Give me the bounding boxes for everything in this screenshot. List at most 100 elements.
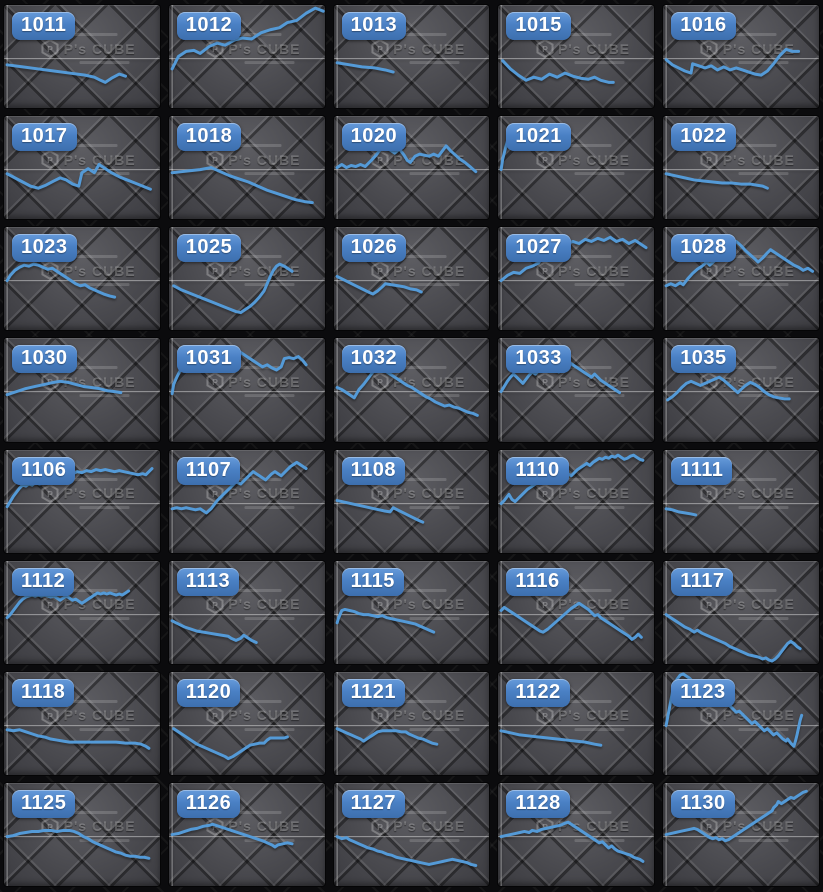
trend-line — [666, 791, 806, 841]
chart-cell[interactable]: 1013 P P's CUBE — [333, 5, 490, 109]
sparkline-chart — [663, 450, 819, 553]
sparkline-chart — [169, 672, 325, 775]
sparkline-chart — [169, 783, 325, 886]
sparkline-chart — [498, 672, 654, 775]
chart-id-badge: 1106 — [12, 456, 76, 485]
chart-cell[interactable]: 1031 P P's CUBE — [168, 338, 325, 442]
trend-line — [7, 165, 150, 190]
chart-id-badge: 1017 — [12, 123, 77, 152]
chart-cell[interactable]: 1022 P P's CUBE — [663, 116, 819, 220]
trend-line — [666, 614, 800, 660]
chart-cell[interactable]: 1121 P P's CUBE — [333, 671, 490, 775]
chart-cell[interactable]: 1030 P P's CUBE — [4, 338, 160, 442]
chart-cell[interactable]: 1021 P P's CUBE — [498, 116, 655, 220]
chart-cell[interactable]: 1127 P P's CUBE — [333, 782, 490, 886]
chart-id-badge: 1117 — [671, 567, 734, 596]
chart-id-badge: 1123 — [671, 678, 735, 707]
trend-line — [666, 174, 767, 188]
chart-cell[interactable]: 1116 P P's CUBE — [498, 560, 655, 664]
chart-id-badge: 1035 — [671, 345, 736, 374]
chart-cell[interactable]: 1108 P P's CUBE — [333, 449, 490, 553]
trend-line — [337, 728, 437, 743]
chart-cell[interactable]: 1118 P P's CUBE — [4, 671, 160, 775]
chart-id-badge: 1031 — [176, 345, 242, 374]
sparkline-chart — [498, 450, 654, 553]
chart-cell[interactable]: 1110 P P's CUBE — [498, 449, 655, 553]
chart-id-badge: 1012 — [176, 12, 242, 40]
chart-cell[interactable]: 1017 P P's CUBE — [4, 116, 160, 220]
chart-cell[interactable]: 1035 P P's CUBE — [663, 338, 819, 442]
chart-id-badge: 1027 — [506, 234, 571, 263]
chart-id-badge: 1011 — [12, 12, 76, 40]
sparkline-chart — [334, 672, 490, 775]
trend-line — [337, 837, 476, 866]
chart-id-badge: 1126 — [176, 789, 241, 818]
trend-line — [502, 731, 602, 745]
trend-line — [337, 63, 393, 72]
chart-cell[interactable]: 1027 P P's CUBE — [498, 227, 655, 331]
chart-cell[interactable]: 1023 P P's CUBE — [4, 227, 160, 331]
chart-cell[interactable]: 1025 P P's CUBE — [168, 227, 325, 331]
trend-line — [7, 264, 114, 297]
chart-cell[interactable]: 1033 P P's CUBE — [498, 338, 655, 442]
trend-line — [503, 61, 614, 83]
sparkline-chart — [498, 561, 654, 664]
chart-id-badge: 1118 — [12, 678, 75, 707]
sparkline-chart — [334, 450, 490, 553]
chart-cell[interactable]: 1130 P P's CUBE — [663, 782, 819, 886]
chart-id-badge: 1125 — [12, 789, 76, 818]
trend-line — [172, 824, 292, 847]
chart-cell[interactable]: 1012 P P's CUBE — [168, 5, 325, 109]
sparkline-chart — [663, 227, 819, 330]
chart-cell[interactable]: 1125 P P's CUBE — [4, 782, 160, 886]
sparkline-chart — [334, 5, 490, 108]
trend-line — [7, 730, 149, 749]
chart-cell[interactable]: 1020 P P's CUBE — [333, 116, 490, 220]
chart-cell[interactable]: 1011 P P's CUBE — [4, 5, 160, 109]
chart-cell[interactable]: 1016 P P's CUBE — [663, 5, 819, 109]
chart-cell[interactable]: 1126 P P's CUBE — [168, 782, 325, 886]
sparkline-chart — [498, 5, 654, 108]
chart-cell[interactable]: 1120 P P's CUBE — [168, 671, 325, 775]
trend-line — [502, 822, 644, 861]
trend-line — [666, 242, 812, 286]
chart-id-badge: 1023 — [12, 234, 77, 263]
sparkline-chart — [4, 561, 160, 664]
chart-cell[interactable]: 1107 P P's CUBE — [168, 449, 325, 553]
chart-cell[interactable]: 1112 P P's CUBE — [4, 560, 160, 664]
chart-cell[interactable]: 1117 P P's CUBE — [663, 560, 819, 664]
chart-id-badge: 1127 — [341, 789, 405, 818]
chart-id-badge: 1028 — [671, 234, 736, 263]
sparkline-chart — [4, 783, 160, 886]
sparkline-chart — [4, 227, 160, 330]
chart-id-badge: 1016 — [671, 12, 736, 40]
chart-id-badge: 1122 — [506, 678, 570, 707]
chart-cell[interactable]: 1018 P P's CUBE — [168, 116, 325, 220]
chart-cell[interactable]: 1111 P P's CUBE — [663, 449, 819, 553]
sparkline-chart — [169, 227, 325, 330]
trend-line — [666, 508, 696, 514]
trend-line — [337, 146, 476, 172]
chart-cell[interactable]: 1032 P P's CUBE — [333, 338, 490, 442]
chart-cell[interactable]: 1123 P P's CUBE — [663, 671, 819, 775]
trend-line — [7, 382, 121, 395]
chart-id-badge: 1025 — [176, 234, 242, 263]
trend-line — [172, 462, 306, 513]
chart-cell[interactable]: 1113 P P's CUBE — [168, 560, 325, 664]
sparkline-chart — [663, 561, 819, 664]
chart-id-badge: 1032 — [341, 345, 407, 374]
chart-cell[interactable]: 1026 P P's CUBE — [333, 227, 490, 331]
sparkline-chart — [334, 561, 490, 664]
chart-id-badge: 1033 — [506, 345, 571, 374]
chart-id-badge: 1112 — [12, 567, 75, 596]
chart-cell[interactable]: 1128 P P's CUBE — [498, 782, 655, 886]
chart-cell[interactable]: 1015 P P's CUBE — [498, 5, 655, 109]
chart-id-badge: 1121 — [341, 678, 405, 707]
trend-line — [173, 728, 287, 758]
chart-cell[interactable]: 1106 P P's CUBE — [4, 449, 160, 553]
chart-cell[interactable]: 1122 P P's CUBE — [498, 671, 655, 775]
chart-cell[interactable]: 1028 P P's CUBE — [663, 227, 819, 331]
chart-cell[interactable]: 1115 P P's CUBE — [333, 560, 490, 664]
chart-id-badge: 1115 — [341, 567, 404, 596]
